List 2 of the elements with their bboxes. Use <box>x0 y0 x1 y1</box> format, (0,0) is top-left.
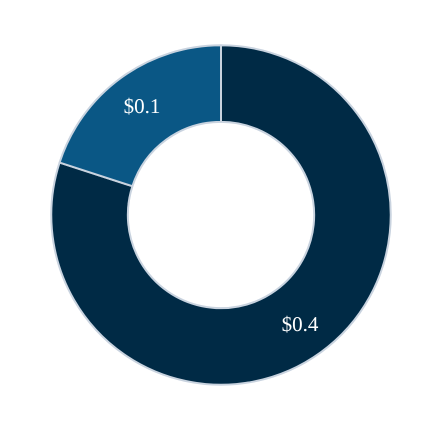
data-label: $0.1 <box>124 94 160 118</box>
data-label: $0.4 <box>282 312 319 336</box>
